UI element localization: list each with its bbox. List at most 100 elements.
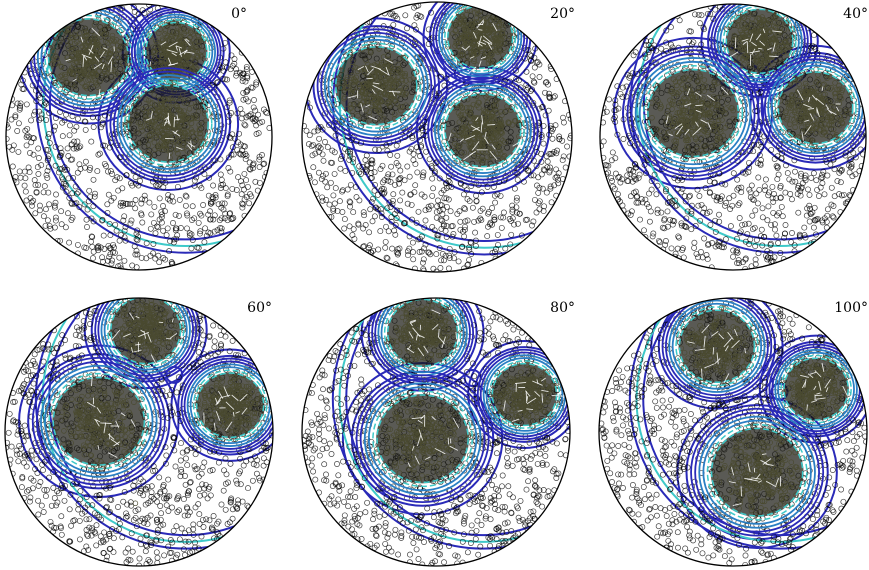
scatter-point xyxy=(382,238,389,245)
scatter-point xyxy=(9,146,16,153)
scatter-point xyxy=(69,156,76,163)
scatter-point xyxy=(775,240,782,246)
scatter-point xyxy=(407,191,414,198)
scatter-point xyxy=(230,151,237,158)
scatter-point xyxy=(749,212,756,219)
scatter-point xyxy=(30,111,37,118)
scatter-point xyxy=(65,175,72,182)
cluster-point xyxy=(510,18,516,24)
scatter-point xyxy=(664,208,671,215)
scatter-point xyxy=(459,161,466,168)
streak-line xyxy=(175,146,183,150)
scatter-point xyxy=(207,216,213,223)
cluster-streaks xyxy=(149,38,195,87)
scatter-point xyxy=(239,200,246,207)
scatter-point xyxy=(244,183,251,190)
scatter-point xyxy=(404,25,410,32)
scatter-point xyxy=(160,203,166,209)
cluster-point xyxy=(145,149,151,155)
scatter-point xyxy=(489,205,496,211)
scatter-point xyxy=(436,208,443,214)
cluster-point xyxy=(173,111,179,117)
cluster-point xyxy=(154,107,161,114)
scatter-point xyxy=(494,231,501,238)
scatter-point xyxy=(336,198,343,205)
scatter-point xyxy=(36,108,43,115)
scatter-point xyxy=(212,192,219,198)
scatter-point xyxy=(51,224,58,231)
scatter-point xyxy=(41,183,48,190)
cluster-contour-ring xyxy=(144,21,208,82)
scatter-point xyxy=(215,201,222,208)
scatter-point xyxy=(544,158,551,165)
scatter-point xyxy=(120,13,127,20)
scatter-point xyxy=(831,193,838,200)
scatter-point xyxy=(446,179,453,186)
scatter-point xyxy=(553,166,560,173)
scatter-point xyxy=(540,140,547,147)
scatter-point xyxy=(392,181,398,188)
scatter-point xyxy=(203,232,210,239)
scatter-point xyxy=(63,111,69,118)
cluster-contour-ring xyxy=(47,18,130,97)
scatter-point xyxy=(36,202,43,209)
scatter-point xyxy=(347,181,354,188)
scatter-point xyxy=(547,122,554,129)
cluster-point xyxy=(190,46,196,52)
cluster-point xyxy=(70,62,77,68)
scatter-point xyxy=(90,255,96,262)
scatter-point xyxy=(318,176,325,183)
scatter-point xyxy=(542,89,548,96)
scatter-point xyxy=(127,180,134,187)
scatter-point xyxy=(34,164,41,171)
scatter-point xyxy=(397,167,404,174)
cluster-point xyxy=(65,45,72,52)
scatter-point xyxy=(143,240,150,247)
scatter-point xyxy=(116,237,123,244)
scatter-point xyxy=(674,245,681,252)
cluster-point xyxy=(134,112,140,118)
panel-clipped-content xyxy=(302,2,572,272)
scatter-point xyxy=(538,171,545,178)
scatter-point xyxy=(559,157,566,164)
scatter-point xyxy=(511,185,518,192)
scatter-point xyxy=(508,217,514,224)
scatter-point xyxy=(440,221,447,228)
scatter-point xyxy=(162,256,169,263)
scatter-point xyxy=(76,161,83,168)
cluster-point xyxy=(66,26,72,32)
scatter-point xyxy=(94,168,101,175)
scatter-point xyxy=(133,92,140,99)
scatter-point xyxy=(377,166,384,173)
cluster-point xyxy=(159,36,166,42)
scatter-point xyxy=(90,203,97,210)
scatter-point xyxy=(114,174,121,181)
scatter-point xyxy=(123,159,130,166)
scatter-point xyxy=(736,215,743,221)
cluster-point xyxy=(155,53,162,60)
scatter-point xyxy=(384,174,391,181)
scatter-point xyxy=(457,218,464,225)
scatter-point xyxy=(188,231,195,238)
scatter-point xyxy=(19,85,26,92)
scatter-point xyxy=(8,116,15,123)
scatter-point xyxy=(64,145,71,152)
scatter-point xyxy=(101,142,108,149)
scatter-point xyxy=(184,212,191,219)
scatter-point xyxy=(253,122,260,129)
scatter-point xyxy=(105,242,112,249)
cluster-point xyxy=(174,146,181,152)
scatter-point xyxy=(341,225,348,232)
scatter-point xyxy=(33,188,40,195)
scatter-point xyxy=(160,184,167,191)
streak-line xyxy=(88,44,94,55)
cluster-point xyxy=(176,58,182,65)
cluster-point xyxy=(172,18,178,25)
scatter-point xyxy=(72,183,79,190)
cluster-point xyxy=(72,63,78,70)
cluster-2 xyxy=(109,67,228,181)
scatter-point xyxy=(83,245,90,251)
scatter-point xyxy=(121,257,128,264)
scatter-point xyxy=(25,164,32,171)
scatter-point xyxy=(116,254,123,261)
